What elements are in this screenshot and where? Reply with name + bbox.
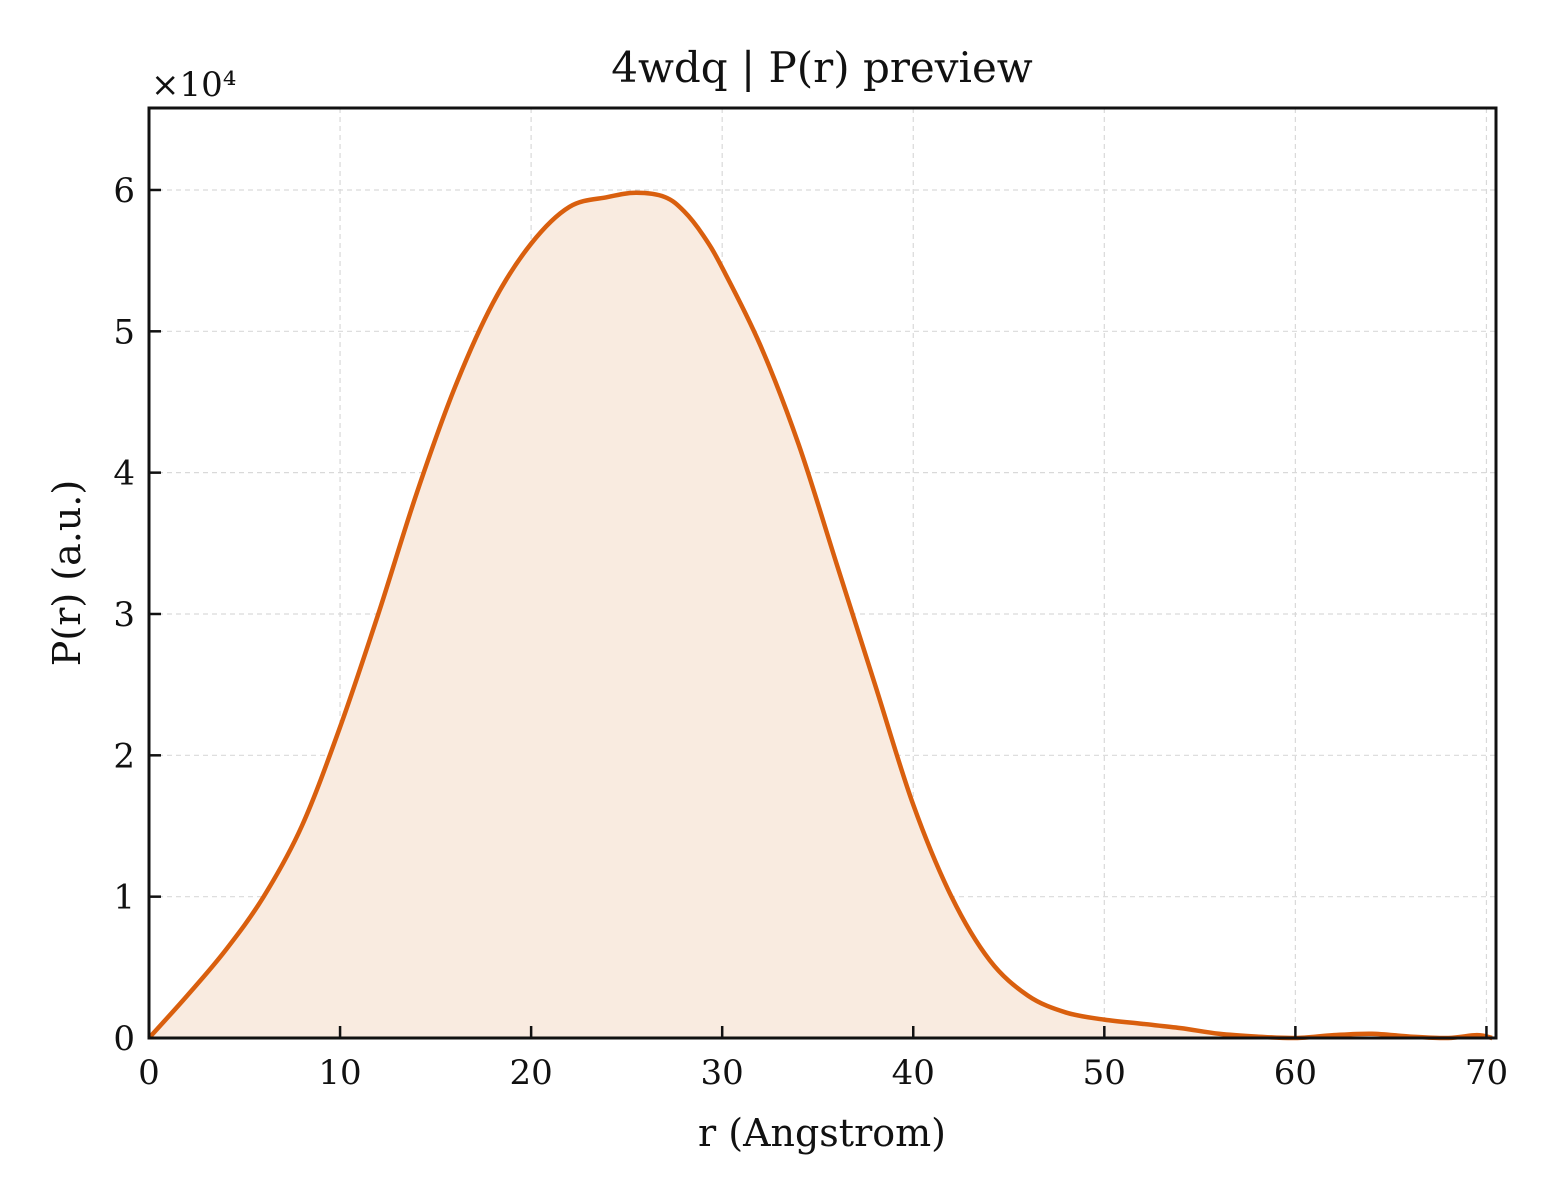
x-axis-label: r (Angstrom) [698, 1111, 946, 1155]
x-tick-label: 40 [892, 1053, 935, 1093]
x-tick-label: 30 [701, 1053, 744, 1093]
x-tick-label: 10 [318, 1053, 361, 1093]
plot-frame [147, 106, 1498, 1040]
x-tick-label: 50 [1083, 1053, 1126, 1093]
ticks: 0 10 20 30 40 50 60 70 0 1 2 3 4 5 6 [113, 171, 1508, 1093]
y-tick-label: 3 [113, 595, 135, 635]
y-axis-label: P(r) (a.u.) [45, 480, 89, 666]
y-tick-label: 1 [113, 878, 135, 918]
y-tick-label: 5 [113, 312, 135, 352]
y-tick-label: 6 [113, 171, 135, 211]
y-scale-label: ×10⁴ [151, 65, 236, 105]
y-tick-label: 2 [113, 736, 135, 776]
x-tick-label: 20 [509, 1053, 552, 1093]
y-tick-label: 4 [113, 454, 135, 494]
area-fill [149, 192, 1493, 1039]
x-tick-label: 60 [1274, 1053, 1317, 1093]
x-tick-label: 0 [138, 1053, 160, 1093]
chart-title: 4wdq | P(r) preview [611, 43, 1033, 92]
x-tick-label: 70 [1465, 1053, 1508, 1093]
y-tick-label: 0 [113, 1019, 135, 1059]
